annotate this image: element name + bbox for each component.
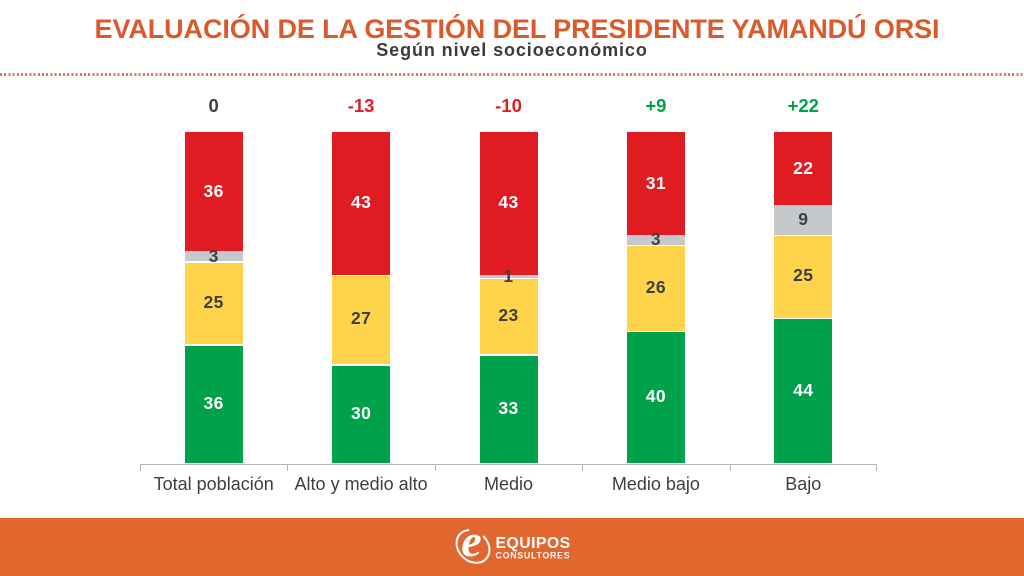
- svg-text:CONSULTORES: CONSULTORES: [496, 550, 571, 560]
- svg-text:EQUIPOS: EQUIPOS: [496, 535, 571, 552]
- svg-text:e: e: [461, 520, 481, 566]
